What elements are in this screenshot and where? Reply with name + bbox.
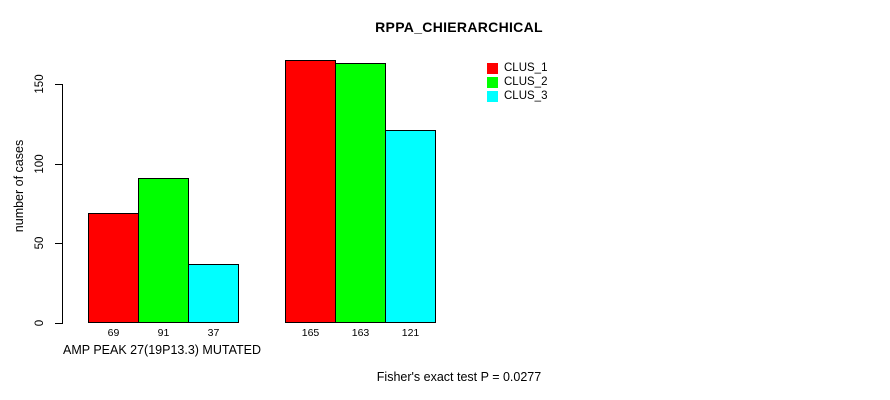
bar-value-label: 91 (157, 327, 170, 339)
y-tick-label: 0 (34, 319, 46, 327)
legend-swatch-clus-2 (487, 76, 498, 88)
legend-swatch-clus-1 (487, 62, 498, 74)
legend-label-clus-1: CLUS_1 (504, 62, 548, 74)
y-axis-line (62, 84, 63, 324)
legend-item-clus-3: CLUS_3 (487, 89, 547, 103)
annotation-text: Fisher's exact test P = 0.0277 (376, 370, 542, 384)
bar-clus_3-group2 (385, 130, 436, 323)
y-tick-label: 50 (34, 236, 46, 250)
y-axis-tick (55, 323, 62, 324)
chart-title: RPPA_CHIERARCHICAL (375, 19, 543, 35)
bar-value-label: 163 (351, 327, 370, 339)
legend-label-clus-2: CLUS_2 (504, 76, 548, 88)
bar-value-label: 69 (107, 327, 120, 339)
bar-value-label: 121 (401, 327, 420, 339)
bar-clus_1-group2 (285, 60, 336, 323)
bar-clus_1-group1 (88, 213, 139, 323)
x-axis-label: AMP PEAK 27(19P13.3) MUTATED (63, 343, 261, 357)
y-tick-label: 150 (34, 74, 46, 94)
bar-value-label: 37 (207, 327, 220, 339)
legend-item-clus-2: CLUS_2 (487, 75, 547, 89)
bar-clus_3-group1 (188, 264, 239, 323)
y-axis-tick (55, 164, 62, 165)
legend-item-clus-1: CLUS_1 (487, 61, 547, 75)
y-axis-tick (55, 84, 62, 85)
legend: CLUS_1 CLUS_2 CLUS_3 (487, 61, 547, 103)
bar-clus_2-group1 (138, 178, 189, 323)
y-axis-tick (55, 243, 62, 244)
y-tick-label: 100 (34, 154, 46, 174)
legend-label-clus-3: CLUS_3 (504, 90, 548, 102)
bar-value-label: 165 (301, 327, 320, 339)
bar-clus_2-group2 (335, 63, 386, 323)
legend-swatch-clus-3 (487, 90, 498, 102)
